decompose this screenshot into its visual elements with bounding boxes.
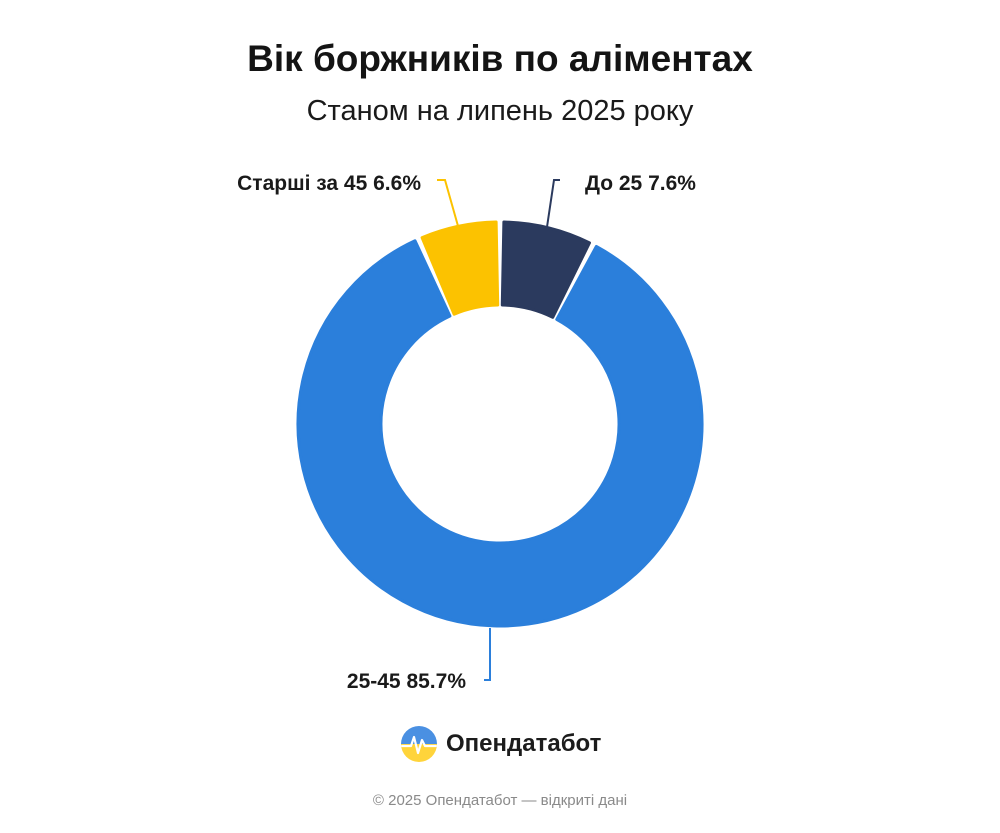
slice-do-25 bbox=[500, 220, 591, 319]
donut-chart: До 25 7.6% 25-45 85.7% Старші за 45 6.6% bbox=[237, 172, 704, 693]
slice-label: 25-45 85.7% bbox=[347, 670, 466, 693]
chart-title: Вік боржників по аліментах bbox=[247, 38, 753, 79]
slice-25-45 bbox=[296, 239, 704, 628]
brand-name: Опендатабот bbox=[446, 730, 602, 757]
slice-label: Старші за 45 6.6% bbox=[237, 172, 421, 195]
opendatabot-logo-icon bbox=[401, 726, 437, 762]
leader-line bbox=[484, 628, 491, 681]
brand: Опендатабот bbox=[400, 722, 601, 766]
leader-line bbox=[546, 179, 560, 228]
slice-label: До 25 7.6% bbox=[585, 172, 696, 195]
chart-subtitle: Станом на липень 2025 року bbox=[306, 95, 694, 127]
leader-line bbox=[437, 179, 459, 227]
footer-copyright: © 2025 Опендатабот — відкриті дані bbox=[372, 792, 628, 809]
slice-older-45 bbox=[420, 220, 500, 316]
